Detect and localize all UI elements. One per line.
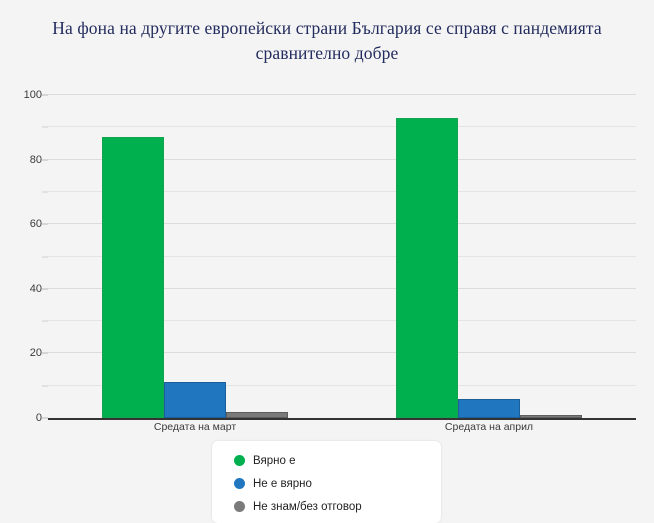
y-tick-mark <box>42 159 48 161</box>
bar-0-1[interactable] <box>164 382 226 418</box>
gridline-minor <box>48 255 636 257</box>
y-tick-mark <box>42 288 48 290</box>
gridline-minor <box>48 190 636 192</box>
gridline-major <box>48 223 636 225</box>
chart-title-line-1: На фона на другите европейски страни Бъл… <box>52 18 602 38</box>
gridline-minor <box>48 126 636 128</box>
chart-title: На фона на другите европейски страни Бъл… <box>40 16 614 66</box>
y-axis: 0 20 40 60 80 100 <box>0 89 48 424</box>
legend-item-1[interactable]: Не е вярно <box>212 472 441 495</box>
x-axis-line <box>48 418 636 420</box>
legend-item-0[interactable]: Вярно е <box>212 449 441 472</box>
legend-swatch-icon <box>234 478 245 489</box>
y-tick-mark <box>42 223 48 225</box>
y-tick-label: 80 <box>29 153 42 166</box>
chart-legend: Вярно е Не е вярно Не знам/без отговор <box>212 441 441 523</box>
y-tick-label: 60 <box>29 218 42 231</box>
bar-1-1[interactable] <box>458 398 520 418</box>
legend-label: Вярно е <box>253 454 296 467</box>
bar-0-0[interactable] <box>102 137 164 418</box>
legend-label: Не знам/без отговор <box>253 500 362 513</box>
legend-swatch-icon <box>234 455 245 466</box>
y-tick-mark-minor <box>42 385 48 387</box>
gridline-major <box>48 158 636 160</box>
gridline-major <box>48 287 636 289</box>
y-tick-mark-minor <box>42 256 48 257</box>
legend-item-2[interactable]: Не знам/без отговор <box>212 495 441 518</box>
legend-label: Не е вярно <box>253 477 312 490</box>
bars-layer <box>48 95 636 418</box>
gridline-minor <box>48 384 636 386</box>
gridline-major <box>48 352 636 354</box>
y-tick-label: 40 <box>29 282 42 295</box>
y-tick-label: 0 <box>35 412 42 424</box>
y-tick-mark <box>42 94 48 96</box>
y-tick-label: 100 <box>23 89 42 101</box>
bar-1-0[interactable] <box>396 117 458 418</box>
plot-grid <box>48 94 636 418</box>
y-tick-mark <box>42 417 48 419</box>
x-axis-label: Средата на март <box>153 421 237 433</box>
y-tick-label: 20 <box>29 347 42 360</box>
gridline-minor <box>48 320 636 322</box>
bar-0-2[interactable] <box>226 411 288 418</box>
y-tick-mark-minor <box>42 126 48 128</box>
chart-title-line-2: сравнително добре <box>255 43 399 63</box>
x-axis-label: Средата на април <box>444 421 534 433</box>
bar-1-2[interactable] <box>520 414 582 418</box>
y-tick-mark <box>42 352 48 354</box>
gridline-major <box>48 94 636 95</box>
y-tick-mark-minor <box>42 320 48 322</box>
y-tick-mark-minor <box>42 191 48 193</box>
legend-swatch-icon <box>234 501 245 512</box>
